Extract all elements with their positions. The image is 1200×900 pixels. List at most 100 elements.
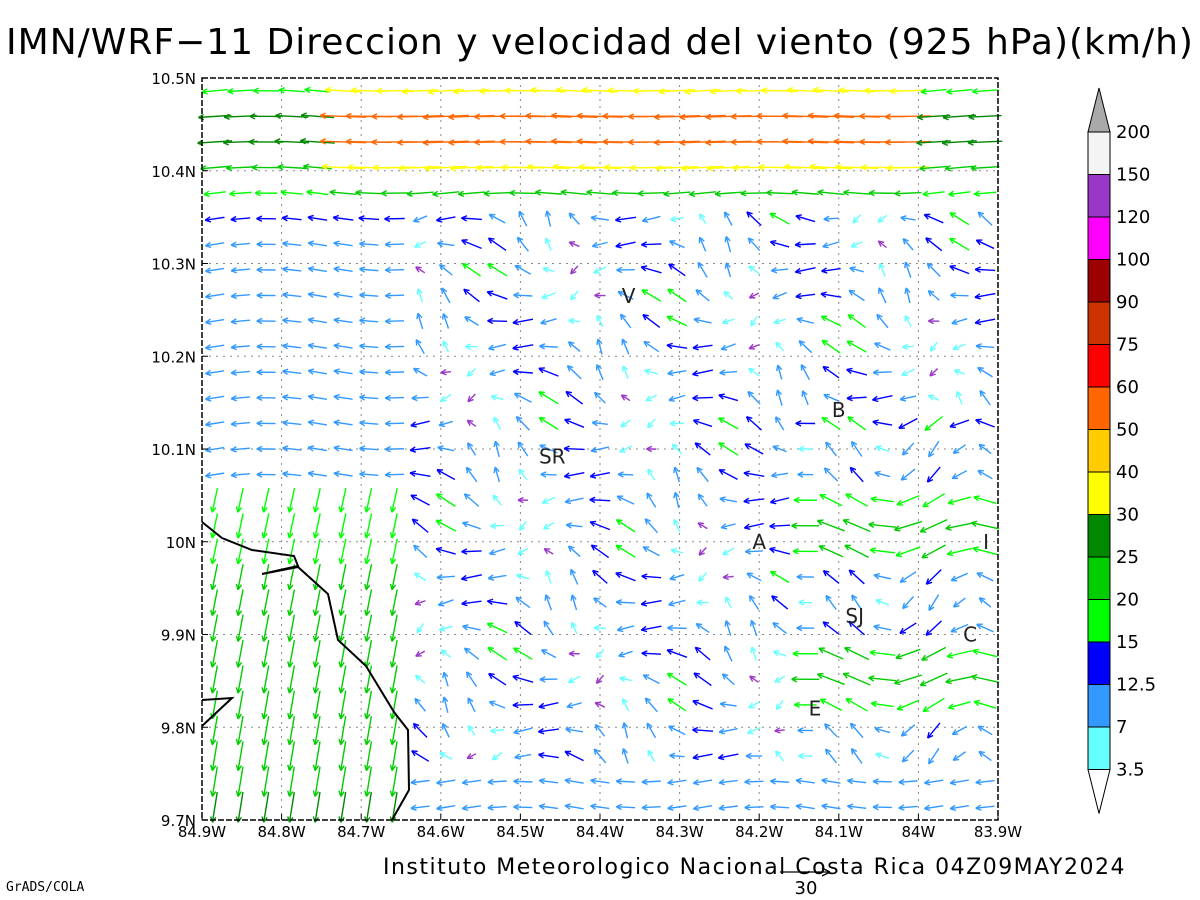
wind-arrow bbox=[821, 267, 841, 274]
wind-arrow bbox=[952, 444, 967, 455]
wind-arrow bbox=[622, 698, 630, 712]
wind-arrow bbox=[823, 393, 839, 402]
legend-label: 20 bbox=[1116, 590, 1139, 611]
wind-arrow bbox=[868, 675, 897, 682]
wind-arrow bbox=[235, 766, 244, 797]
wind-arrow bbox=[406, 190, 434, 197]
wind-arrow bbox=[321, 163, 365, 171]
wind-arrow bbox=[952, 751, 967, 762]
wind-arrow bbox=[721, 318, 735, 325]
wind-arrow bbox=[564, 418, 585, 428]
lon-tick-label: 84.5W bbox=[496, 823, 544, 841]
wind-arrow bbox=[795, 777, 815, 785]
wind-arrow bbox=[870, 496, 894, 503]
lon-tick-label: 84.8W bbox=[257, 823, 305, 841]
wind-arrow bbox=[594, 292, 606, 299]
legend-swatch bbox=[1087, 174, 1111, 218]
place-label: B bbox=[832, 398, 846, 422]
wind-arrow bbox=[791, 675, 820, 683]
wind-arrow bbox=[304, 86, 331, 94]
wind-arrow bbox=[282, 291, 302, 299]
legend-label: 7 bbox=[1116, 717, 1127, 738]
wind-arrow bbox=[333, 342, 353, 350]
wind-arrow bbox=[924, 804, 944, 812]
wind-arrow bbox=[364, 614, 373, 642]
wind-arrow bbox=[564, 777, 584, 785]
wind-arrow bbox=[951, 317, 968, 326]
wind-arrow bbox=[544, 594, 553, 611]
wind-arrow bbox=[901, 749, 915, 763]
wind-arrow bbox=[772, 291, 787, 300]
wind-arrow bbox=[949, 237, 970, 251]
wind-arrow bbox=[748, 594, 760, 610]
wind-arrow bbox=[512, 674, 534, 683]
wind-arrow bbox=[518, 210, 528, 227]
wind-arrow bbox=[389, 716, 398, 746]
wind-arrow bbox=[205, 420, 225, 428]
wind-arrow bbox=[724, 645, 733, 662]
wind-arrow bbox=[919, 672, 948, 687]
wind-arrow bbox=[919, 519, 948, 533]
wind-arrow bbox=[794, 267, 816, 275]
wind-arrow bbox=[849, 266, 864, 273]
wind-arrow bbox=[384, 394, 404, 402]
wind-arrow bbox=[517, 496, 528, 504]
wind-arrow bbox=[359, 291, 379, 299]
wind-arrow bbox=[693, 672, 712, 687]
wind-arrow bbox=[359, 317, 379, 324]
wind-arrow bbox=[201, 88, 228, 95]
wind-arrow bbox=[307, 393, 328, 401]
wind-arrow bbox=[972, 546, 998, 556]
wind-arrow bbox=[527, 163, 570, 171]
wind-arrow bbox=[540, 471, 557, 478]
wind-arrow bbox=[359, 368, 379, 376]
wind-arrow bbox=[694, 646, 711, 661]
wind-arrow bbox=[307, 419, 328, 426]
wind-arrow bbox=[543, 620, 554, 636]
wind-arrow bbox=[307, 265, 328, 273]
wind-arrow bbox=[333, 291, 353, 299]
wind-arrow bbox=[669, 574, 685, 581]
wind-arrow bbox=[670, 547, 684, 555]
wind-arrow bbox=[720, 343, 736, 351]
wind-arrow bbox=[791, 189, 819, 196]
wind-arrow bbox=[230, 420, 250, 428]
wind-arrow bbox=[945, 675, 974, 685]
wind-arrow bbox=[282, 470, 302, 478]
wind-arrow bbox=[925, 237, 943, 252]
wind-arrow bbox=[307, 317, 328, 324]
wind-arrow bbox=[850, 241, 863, 248]
wind-arrow bbox=[619, 675, 632, 683]
wind-arrow bbox=[364, 513, 373, 539]
wind-arrow bbox=[870, 700, 894, 708]
wind-arrow bbox=[946, 650, 973, 659]
wind-arrow bbox=[852, 214, 862, 224]
wind-arrow bbox=[538, 391, 559, 405]
wind-arrow bbox=[673, 491, 680, 509]
wind-arrow bbox=[543, 548, 554, 555]
wind-arrow bbox=[900, 215, 916, 222]
wind-arrow bbox=[389, 614, 398, 642]
wind-arrow bbox=[230, 318, 250, 325]
wind-arrow bbox=[619, 313, 632, 329]
wind-arrow bbox=[282, 419, 302, 427]
wind-arrow bbox=[235, 589, 244, 617]
wind-arrow bbox=[490, 394, 504, 401]
wind-arrow bbox=[868, 521, 897, 529]
legend-swatch bbox=[1087, 556, 1111, 600]
wind-arrow bbox=[287, 665, 296, 694]
wind-arrow bbox=[539, 676, 558, 683]
wind-arrow bbox=[589, 520, 611, 531]
wind-arrow bbox=[235, 741, 244, 772]
wind-arrow bbox=[846, 340, 867, 353]
wind-arrow bbox=[287, 690, 296, 720]
wind-arrow bbox=[436, 573, 455, 581]
wind-arrow bbox=[389, 487, 398, 513]
wind-arrow bbox=[644, 518, 658, 534]
wind-arrow bbox=[411, 394, 429, 402]
wind-arrow bbox=[800, 364, 811, 381]
wind-arrow bbox=[796, 317, 815, 324]
wind-arrow bbox=[438, 420, 454, 428]
wind-arrow bbox=[718, 778, 738, 786]
